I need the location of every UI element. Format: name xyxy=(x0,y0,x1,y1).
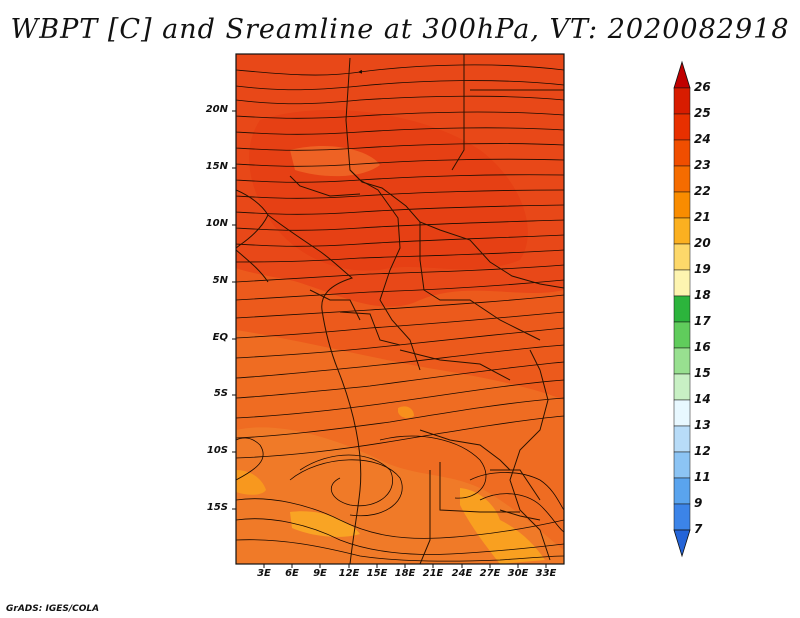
map-frame xyxy=(235,53,565,565)
colorbar-box xyxy=(673,217,691,245)
colorbar-label: 19 xyxy=(694,262,711,276)
colorbar-label: 18 xyxy=(694,288,711,302)
colorbar-box xyxy=(673,295,691,323)
colorbar-box xyxy=(673,451,691,479)
colorbar-box xyxy=(673,191,691,219)
map-ticks xyxy=(232,110,547,568)
field-yellow-center xyxy=(398,406,414,419)
colorbar-box xyxy=(673,347,691,375)
colorbar-label: 17 xyxy=(694,314,711,328)
colorbar-box xyxy=(673,503,691,531)
colorbar-label: 24 xyxy=(694,132,711,146)
colorbar-box xyxy=(673,165,691,193)
colorbar-label: 26 xyxy=(694,80,711,94)
colorbar-box xyxy=(673,87,691,115)
colorbar-label: 16 xyxy=(694,340,711,354)
streamlines xyxy=(236,64,564,562)
lat-label-10s: 10S xyxy=(206,445,228,456)
lon-label-15e: 15E xyxy=(366,568,388,579)
lat-label-20n: 20N xyxy=(205,104,228,115)
colorbar-label: 22 xyxy=(694,184,711,198)
field-yellow-se xyxy=(460,488,545,564)
boundaries xyxy=(236,54,564,564)
colorbar-top-arrow xyxy=(673,60,691,89)
lon-label-21e: 21E xyxy=(422,568,444,579)
lat-label-15s: 15S xyxy=(206,502,228,513)
colorbar-bottom-arrow xyxy=(673,529,691,558)
colorbar-label: 21 xyxy=(694,210,711,224)
lon-label-30e: 30E xyxy=(507,568,529,579)
lat-label-eq: EQ xyxy=(212,332,228,343)
lon-label-12e: 12E xyxy=(338,568,360,579)
colorbar-box xyxy=(673,269,691,297)
colorbar-box xyxy=(673,243,691,271)
colorbar-box xyxy=(673,425,691,453)
colorbar-box xyxy=(673,113,691,141)
field-yellow-south xyxy=(290,511,360,537)
lon-label-3e: 3E xyxy=(257,568,271,579)
colorbar-label: 20 xyxy=(694,236,711,250)
colorbar-box xyxy=(673,477,691,505)
colorbar-label: 14 xyxy=(694,392,711,406)
lon-label-18e: 18E xyxy=(394,568,416,579)
colorbar-label: 15 xyxy=(694,366,711,380)
colorbar-label: 11 xyxy=(694,470,711,484)
colorbar xyxy=(673,60,691,558)
colorbar-label: 9 xyxy=(694,496,703,510)
colorbar-box xyxy=(673,139,691,167)
colorbar-box xyxy=(673,321,691,349)
colorbar-box xyxy=(673,373,691,401)
lon-label-33e: 33E xyxy=(535,568,557,579)
colorbar-label: 23 xyxy=(694,158,711,172)
lon-label-6e: 6E xyxy=(285,568,299,579)
colorbar-label: 25 xyxy=(694,106,711,120)
lat-label-5n: 5N xyxy=(212,275,228,286)
lat-label-5s: 5S xyxy=(213,388,228,399)
chart-title: WBPT [C] and Sreamline at 300hPa, VT: 20… xyxy=(10,14,790,45)
lat-label-15n: 15N xyxy=(205,161,228,172)
colorbar-box xyxy=(673,399,691,427)
colorbar-label: 12 xyxy=(694,444,711,458)
colorbar-label: 13 xyxy=(694,418,711,432)
grads-credit: GrADS: IGES/COLA xyxy=(6,604,100,614)
lon-label-9e: 9E xyxy=(313,568,327,579)
lon-label-27e: 27E xyxy=(479,568,501,579)
lon-label-24e: 24E xyxy=(451,568,473,579)
lat-label-10n: 10N xyxy=(205,218,228,229)
colorbar-label: 7 xyxy=(694,522,703,536)
field-cool-15n xyxy=(290,145,380,177)
